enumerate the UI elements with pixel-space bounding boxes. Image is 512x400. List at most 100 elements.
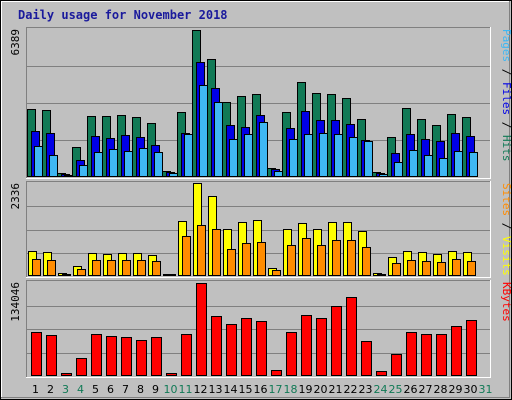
x-tick-label-day-27: 27 — [419, 383, 433, 396]
bar-kbytes-day-19 — [301, 315, 312, 376]
bar-pages-day-16 — [259, 122, 268, 177]
legend-part: / — [500, 62, 512, 82]
bar-pages-day-4 — [79, 165, 88, 177]
bar-sites-day-4 — [77, 269, 86, 276]
bar-kbytes-day-4 — [76, 358, 87, 376]
bar-sites-day-28 — [437, 262, 446, 276]
bar-sites-day-1 — [32, 259, 41, 276]
bar-kbytes-day-14 — [226, 324, 237, 376]
bar-pages-day-20 — [319, 133, 328, 177]
bar-sites-day-20 — [317, 245, 326, 276]
x-tick-label-day-24: 24 — [374, 383, 388, 396]
y-max-label: 6389 — [9, 29, 22, 56]
x-tick-label-day-14: 14 — [224, 383, 238, 396]
x-tick-label-day-30: 30 — [464, 383, 478, 396]
bar-sites-day-5 — [92, 260, 101, 276]
bar-kbytes-day-11 — [181, 334, 192, 376]
bar-kbytes-day-10 — [166, 373, 177, 376]
bar-kbytes-day-21 — [331, 306, 342, 376]
bar-sites-day-3 — [62, 274, 71, 276]
x-tick-label-day-19: 19 — [299, 383, 313, 396]
bar-pages-day-29 — [454, 151, 463, 177]
bar-sites-day-12 — [197, 225, 206, 276]
x-tick-label-day-17: 17 — [269, 383, 283, 396]
bar-sites-day-10 — [167, 274, 176, 276]
bar-sites-day-13 — [212, 229, 221, 276]
bar-pages-day-3 — [64, 175, 73, 177]
x-tick-label-day-21: 21 — [329, 383, 343, 396]
x-tick-label-day-2: 2 — [47, 383, 54, 396]
x-tick-label-day-4: 4 — [77, 383, 84, 396]
x-tick-label-day-28: 28 — [434, 383, 448, 396]
bar-kbytes-day-23 — [361, 341, 372, 376]
x-tick-label-day-9: 9 — [152, 383, 159, 396]
bar-sites-day-19 — [302, 238, 311, 276]
bar-kbytes-day-18 — [286, 332, 297, 376]
x-tick-label-day-1: 1 — [32, 383, 39, 396]
bar-sites-day-26 — [407, 260, 416, 276]
bar-pages-day-10 — [169, 173, 178, 177]
bar-pages-day-15 — [244, 134, 253, 177]
panel-kbytes: 134046 KBytes — [9, 280, 512, 378]
legend-part: Files — [500, 82, 512, 115]
bar-kbytes-day-25 — [391, 354, 402, 376]
x-tick-label-day-18: 18 — [284, 383, 298, 396]
bar-kbytes-day-12 — [196, 283, 207, 376]
series-legend-label: KBytes — [500, 282, 512, 322]
x-tick-label-day-20: 20 — [314, 383, 328, 396]
panel-visits-sites: 2336 Sites / Visits — [9, 181, 512, 278]
bar-pages-day-11 — [184, 134, 193, 177]
legend-part: / — [500, 216, 512, 236]
bar-kbytes-day-3 — [61, 373, 72, 376]
bar-sites-day-11 — [182, 236, 191, 276]
x-tick-label-day-8: 8 — [137, 383, 144, 396]
bar-sites-day-23 — [362, 247, 371, 276]
bar-pages-day-21 — [334, 134, 343, 177]
bar-sites-day-2 — [47, 260, 56, 276]
bar-kbytes-day-6 — [106, 336, 117, 376]
bar-sites-day-6 — [107, 260, 116, 276]
bar-sites-day-18 — [287, 245, 296, 276]
bar-pages-day-25 — [394, 162, 403, 177]
legend-part: Pages — [500, 29, 512, 62]
bar-sites-day-16 — [257, 242, 266, 276]
bar-sites-day-21 — [332, 240, 341, 276]
bar-sites-day-9 — [152, 261, 161, 276]
x-tick-label-day-11: 11 — [179, 383, 193, 396]
bar-sites-day-14 — [227, 249, 236, 276]
bar-kbytes-day-30 — [466, 320, 477, 376]
y-max-label: 2336 — [9, 183, 22, 210]
bar-sites-day-7 — [122, 260, 131, 276]
x-tick-label-day-15: 15 — [239, 383, 253, 396]
bar-kbytes-day-16 — [256, 321, 267, 376]
bar-pages-day-28 — [439, 158, 448, 177]
bar-sites-day-22 — [347, 240, 356, 276]
bar-kbytes-day-29 — [451, 326, 462, 376]
x-axis-labels: 1 2 3 4 5 6 7 8 9 10 11 12 13 14 15 16 17 18 19 20 21 22 23 24 2… — [32, 383, 493, 396]
x-tick-label-day-23: 23 — [359, 383, 373, 396]
bar-sites-day-8 — [137, 260, 146, 276]
x-tick-label-day-7: 7 — [122, 383, 129, 396]
bar-sites-day-17 — [272, 270, 281, 276]
bar-pages-day-13 — [214, 102, 223, 177]
bar-pages-day-2 — [49, 155, 58, 177]
x-tick-label-day-22: 22 — [344, 383, 358, 396]
series-legend-label: Sites / Visits — [500, 183, 512, 276]
legend-part: KBytes — [500, 282, 512, 322]
legend-part: / — [500, 115, 512, 135]
bar-kbytes-day-20 — [316, 318, 327, 376]
legend-part: Sites — [500, 183, 512, 216]
bar-kbytes-day-26 — [406, 332, 417, 376]
bar-kbytes-day-28 — [436, 334, 447, 376]
bar-kbytes-day-27 — [421, 334, 432, 376]
bar-kbytes-day-2 — [46, 335, 57, 376]
bar-sites-day-24 — [377, 274, 386, 276]
bar-kbytes-day-8 — [136, 340, 147, 376]
panel-hits-files-pages: 6389 Pages / Files / Hits — [9, 27, 512, 179]
bar-pages-day-1 — [34, 146, 43, 177]
bar-kbytes-day-15 — [241, 318, 252, 376]
bar-sites-day-30 — [467, 261, 476, 276]
bar-pages-day-24 — [379, 174, 388, 177]
bar-sites-day-27 — [422, 261, 431, 276]
